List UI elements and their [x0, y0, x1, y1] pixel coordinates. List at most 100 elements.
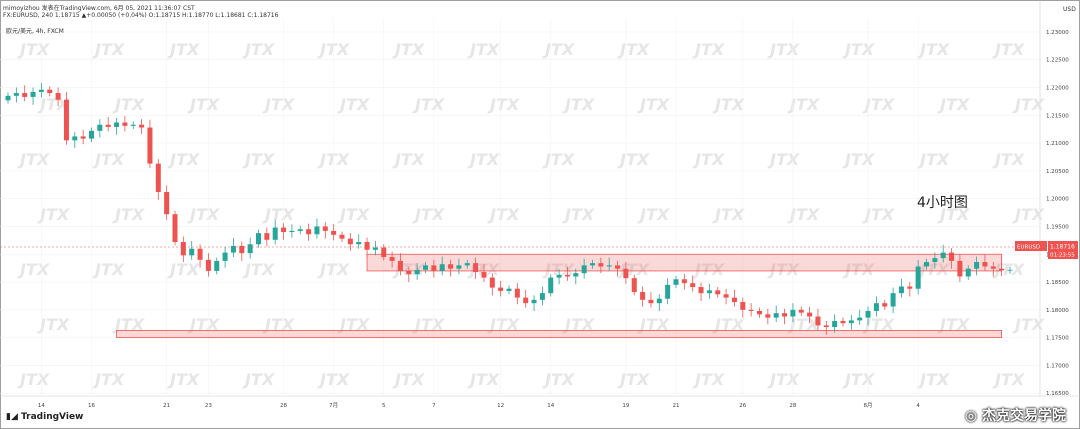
x-tick-label: 5 [382, 403, 386, 409]
candle [180, 236, 186, 263]
watermark-mark: JTX [862, 315, 895, 334]
time-axis[interactable]: 14 16 21 23 28 7月 5 7 12 14 19 21 26 28 8月 4 [38, 402, 921, 409]
x-tick-label: 19 [622, 403, 629, 409]
candle-body [982, 262, 988, 267]
candle [815, 308, 821, 330]
ohlc-legend: FX:EURUSD, 240 1.18715 ▲+0.00050 (+0.04%… [3, 12, 279, 19]
candle [247, 237, 253, 259]
watermark-mark: JTX [917, 370, 950, 389]
watermark-mark: JTX [112, 95, 145, 114]
candle [147, 119, 153, 169]
watermark-mark: JTX [92, 40, 125, 59]
candle-body [957, 260, 963, 277]
candle-body [289, 230, 295, 233]
y-tick-label: 1.21000 [1046, 141, 1069, 147]
candle [414, 263, 420, 280]
candle-body [406, 270, 412, 275]
candle [606, 257, 612, 271]
candle [898, 278, 904, 298]
candle-body [47, 89, 53, 94]
candle [656, 294, 662, 311]
candle-body [690, 283, 696, 288]
candle-body [606, 265, 612, 267]
candle [573, 268, 579, 285]
last-price-value: 1.18716 [1050, 244, 1075, 251]
candle [807, 307, 813, 324]
candle [598, 257, 604, 274]
candle-body [531, 299, 537, 304]
watermark-mark: JTX [392, 150, 425, 169]
candle-body [514, 288, 520, 298]
candle-body [848, 320, 854, 324]
candle [715, 287, 721, 298]
symbol-description: 欧元/美元, 4h, FXCM [6, 28, 64, 35]
watermark-mark: JTX [337, 315, 370, 334]
candle-body [882, 303, 888, 307]
candle-body [623, 268, 629, 279]
y-tick-label: 1.20000 [1046, 197, 1069, 203]
candle-body [731, 297, 737, 303]
candle [322, 222, 328, 239]
watermark-mark: JTX [842, 370, 875, 389]
candle [932, 252, 938, 269]
candle [915, 259, 921, 295]
watermark-mark: JTX [242, 40, 275, 59]
candle-body [448, 264, 454, 269]
candle-body [30, 91, 36, 97]
watermark-mark: JTX [937, 315, 970, 334]
candle [30, 87, 36, 105]
candle-body [72, 136, 78, 141]
candle-body [589, 263, 596, 266]
candle [681, 273, 687, 290]
candle-body [723, 294, 729, 298]
watermark-mark: JTX [617, 370, 650, 389]
candle-body [598, 263, 604, 267]
candle [422, 262, 429, 274]
candle-body [782, 313, 788, 317]
watermark-mark: JTX [842, 260, 875, 279]
candle-body [481, 272, 487, 278]
candle-body [464, 263, 470, 266]
tradingview-logo-text: TradingView [21, 412, 84, 422]
candle [564, 267, 570, 281]
candle-body [397, 260, 403, 271]
candle-body [915, 266, 921, 289]
watermark-mark: JTX [262, 95, 295, 114]
y-tick-label: 1.17000 [1046, 363, 1069, 369]
watermark-mark: JTX [167, 40, 200, 59]
candle [873, 296, 879, 317]
academy-watermark: ◎ 杰克交易学院 [965, 405, 1066, 425]
price-axis[interactable]: 1.23000 1.22500 1.22000 1.21500 1.21000 1.205… [1046, 30, 1069, 397]
candle [506, 285, 512, 295]
candle [155, 159, 161, 200]
candle-body [756, 310, 763, 315]
x-tick-label: 26 [739, 403, 746, 409]
candle-body [164, 191, 170, 215]
candle [648, 292, 654, 308]
watermark-mark: JTX [542, 370, 575, 389]
candle [448, 259, 454, 277]
candle-body [189, 248, 195, 256]
candle [80, 129, 86, 145]
candle-body [422, 265, 429, 270]
y-tick-label: 1.23000 [1046, 30, 1069, 36]
candle-body [222, 252, 228, 261]
y-tick-label: 1.21500 [1046, 113, 1069, 119]
candle [523, 289, 529, 308]
candlestick-series [5, 83, 1013, 335]
watermark-mark: JTX [392, 40, 425, 59]
candle [255, 229, 262, 248]
tradingview-logo[interactable]: ▮◢ TradingView [6, 412, 83, 422]
watermark-mark: JTX [562, 205, 595, 224]
candle-body [22, 93, 28, 97]
candle-body [673, 279, 679, 285]
watermark-mark: JTX [637, 95, 670, 114]
candle-body [339, 234, 345, 239]
candle [297, 225, 303, 235]
watermark-mark: JTX [112, 315, 145, 334]
watermark-mark: JTX [637, 205, 670, 224]
watermark-mark: JTX [917, 150, 950, 169]
candle [139, 119, 145, 135]
candle-body [949, 252, 955, 261]
